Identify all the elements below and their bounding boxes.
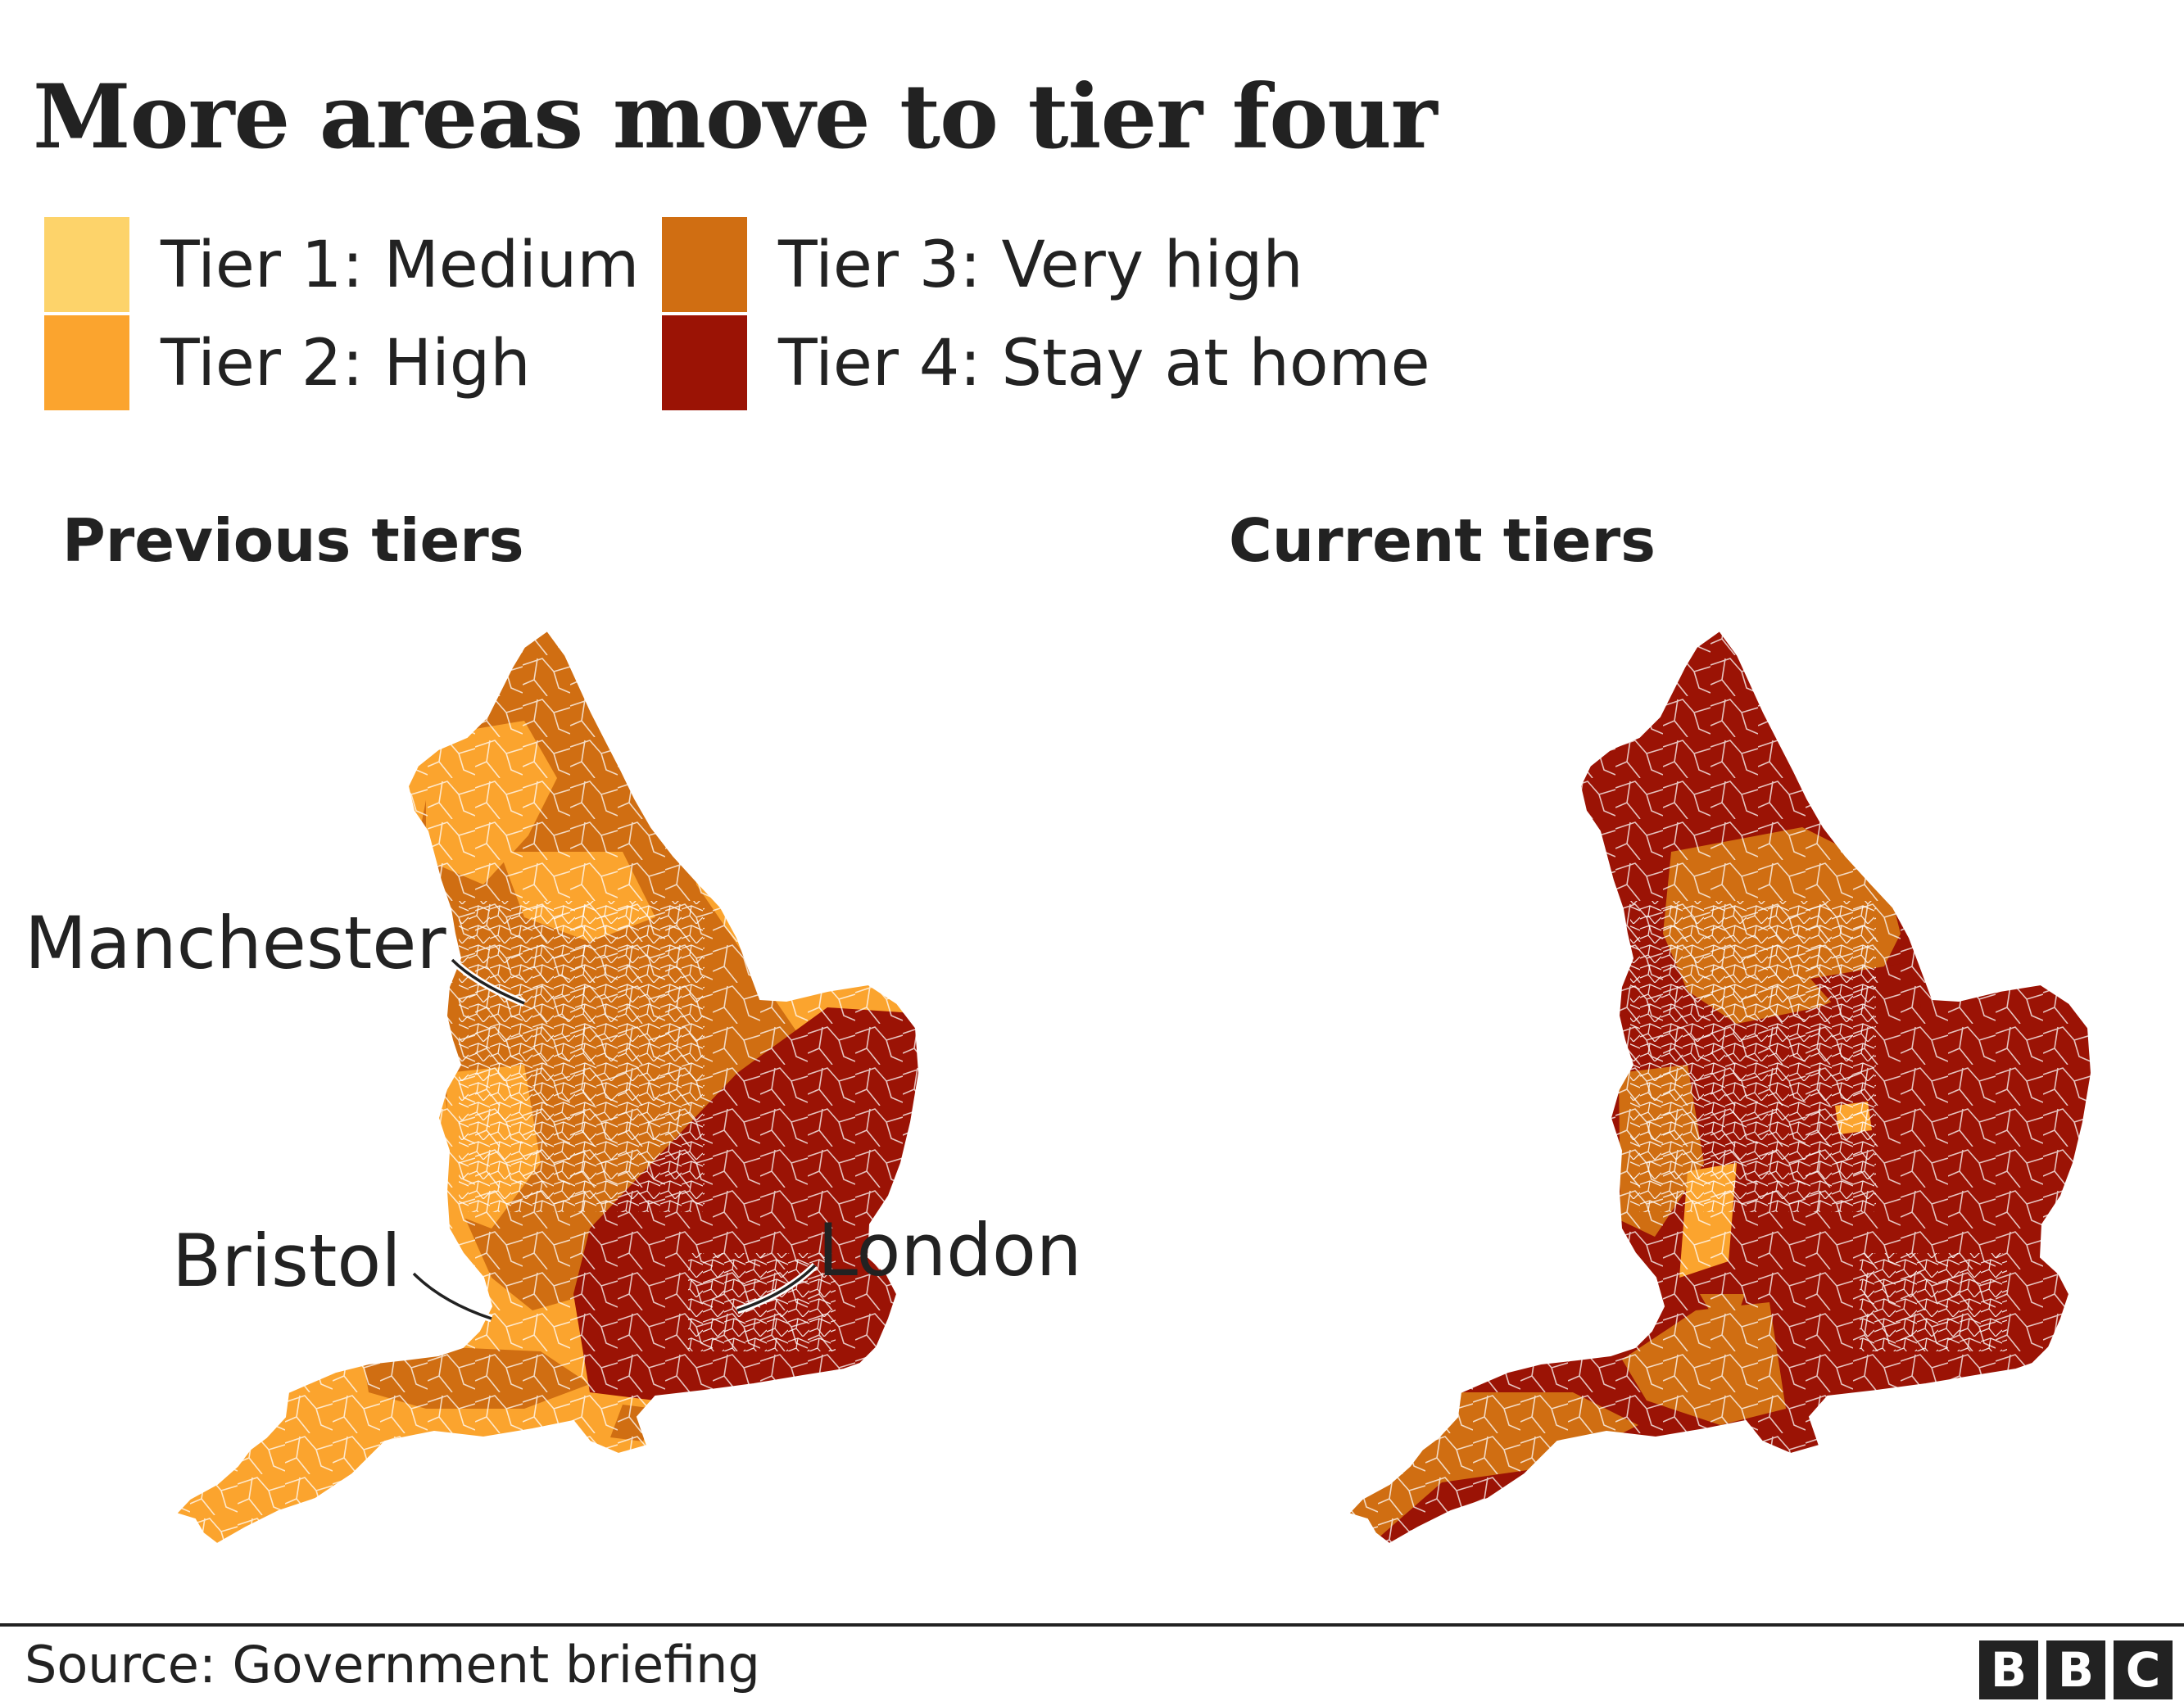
current-tiers-map (1348, 630, 2092, 1545)
legend-swatch-tier-2 (44, 315, 129, 410)
footer-divider (0, 1623, 2184, 1627)
source-note: Source: Government briefing (25, 1635, 760, 1695)
prev-borders-dense (459, 901, 705, 1212)
callout-bristol: Bristol (172, 1219, 401, 1303)
legend-tier-2: Tier 2: High (44, 315, 634, 410)
manchester-leader-line (451, 958, 525, 1005)
legend-label-tier-1: Tier 1: Medium (161, 229, 640, 302)
bbc-logo-block-1: B (1979, 1640, 2038, 1699)
legend-swatch-tier-4 (662, 315, 747, 410)
bbc-logo: B B C (1979, 1640, 2173, 1699)
bbc-logo-block-2: B (2046, 1640, 2105, 1699)
callout-london: London (818, 1208, 1082, 1292)
curr-borders-london (1860, 1253, 2007, 1351)
legend-tier-1: Tier 1: Medium (44, 217, 639, 312)
legend-label-tier-3: Tier 3: Very high (778, 229, 1303, 302)
london-leader-line (736, 1264, 817, 1312)
legend-swatch-tier-3 (662, 217, 747, 312)
legend-label-tier-4: Tier 4: Stay at home (778, 327, 1430, 400)
bristol-leader-halo (410, 1270, 493, 1323)
bbc-logo-block-3: C (2114, 1640, 2173, 1699)
curr-borders-dense (1630, 901, 1876, 1212)
bristol-leader-line (412, 1272, 492, 1320)
legend-tier-4: Tier 4: Stay at home (662, 315, 1448, 410)
callout-manchester: Manchester (25, 901, 446, 985)
current-tiers-heading: Current tiers (1229, 506, 1656, 575)
chart-title: More areas move to tier four (33, 66, 1438, 169)
legend-label-tier-2: Tier 2: High (161, 327, 531, 400)
legend-swatch-tier-1 (44, 217, 129, 312)
legend-tier-3: Tier 3: Very high (662, 217, 1399, 312)
previous-tiers-heading: Previous tiers (62, 506, 524, 575)
previous-tiers-map (175, 630, 920, 1545)
